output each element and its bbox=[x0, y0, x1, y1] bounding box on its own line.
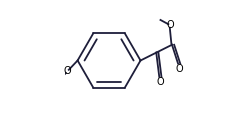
Text: O: O bbox=[175, 64, 183, 74]
Text: O: O bbox=[156, 77, 164, 87]
Text: O: O bbox=[64, 66, 71, 76]
Text: O: O bbox=[166, 20, 174, 30]
